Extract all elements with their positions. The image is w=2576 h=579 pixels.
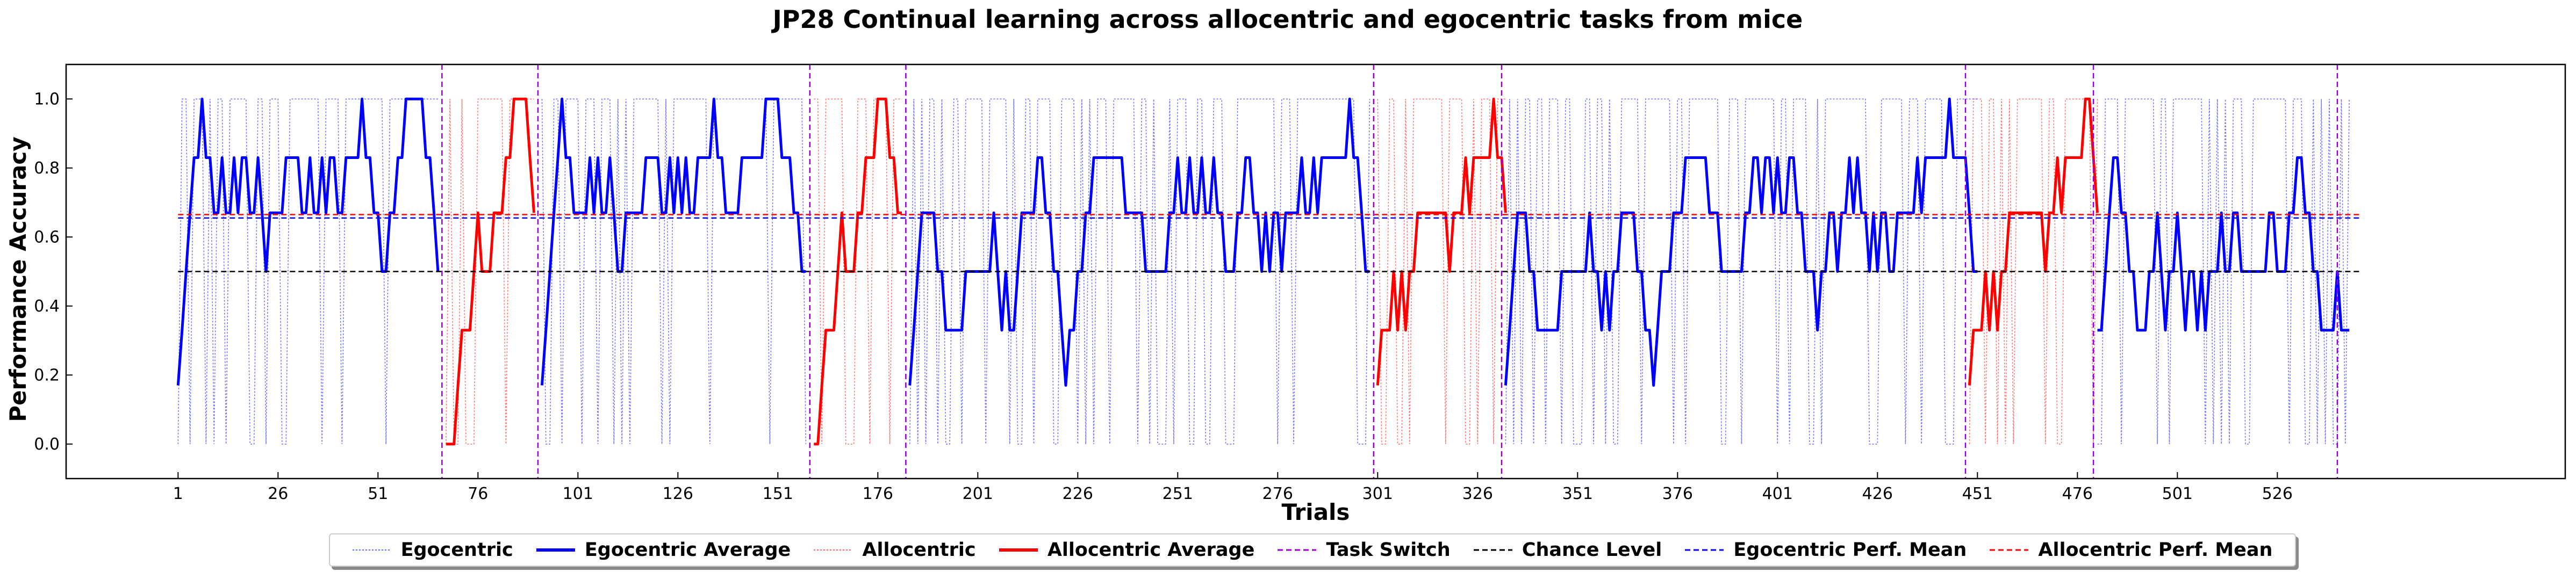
axis-ticks: 1 26 51 76 101 126 151 176 201 226 251 276 301 326 351… (34, 90, 2293, 503)
average-line-3 (814, 97, 902, 446)
legend-label: Egocentric (400, 539, 513, 561)
average-line-0 (176, 97, 440, 386)
legend-label: Egocentric Perf. Mean (1733, 539, 1967, 561)
x-tick-label: 226 (1063, 484, 1093, 503)
legend-label: Allocentric Perf. Mean (2038, 539, 2273, 561)
legend: Egocentric Egocentric Average Allocentri… (329, 533, 2296, 567)
raw-trials-line-2 (541, 98, 807, 445)
x-tick-label: 126 (663, 484, 693, 503)
x-tick-label: 451 (1962, 484, 1993, 503)
legend-swatch-chance-level (1473, 549, 1512, 551)
legend-label: Chance Level (1522, 539, 1662, 561)
legend-label: Allocentric Average (1047, 539, 1255, 561)
x-tick-label: 1 (173, 484, 183, 503)
plot-frame (65, 63, 2566, 480)
x-tick-label: 201 (963, 484, 993, 503)
y-tick-label: 0.0 (34, 435, 60, 454)
average-line-8 (2097, 156, 2350, 332)
x-tick-label: 76 (468, 484, 488, 503)
x-tick-label: 251 (1163, 484, 1193, 503)
legend-item-egocentric: Egocentric (352, 539, 513, 561)
legend-swatch-egocentric (352, 549, 391, 551)
legend-item-allocentric: Allocentric (814, 539, 976, 561)
average-line-5 (1376, 97, 1507, 386)
plot-area (176, 64, 2362, 479)
x-tick-label: 151 (763, 484, 793, 503)
x-tick-label: 401 (1762, 484, 1793, 503)
average-line-2 (540, 97, 806, 386)
legend-item-allocentric-perf-mean: Allocentric Perf. Mean (1990, 539, 2272, 561)
average-line-7 (1968, 97, 2099, 386)
x-tick-label: 26 (268, 484, 288, 503)
x-tick-label: 376 (1662, 484, 1693, 503)
x-tick-label: 351 (1562, 484, 1593, 503)
y-tick-label: 0.8 (34, 159, 60, 178)
x-tick-label: 476 (2062, 484, 2093, 503)
y-tick-label: 0.4 (34, 297, 60, 316)
x-axis-label: Trials (1282, 499, 1350, 525)
legend-label: Task Switch (1326, 539, 1451, 561)
legend-item-chance-level: Chance Level (1473, 539, 1662, 561)
raw-trials-line-0 (177, 98, 438, 445)
legend-swatch-allocentric (814, 549, 853, 551)
legend-item-allocentric-average: Allocentric Average (999, 539, 1255, 561)
x-tick-label: 501 (2162, 484, 2193, 503)
legend-swatch-allocentric-perf-mean (1990, 549, 2029, 551)
raw-trials-line-5 (1377, 98, 1506, 445)
legend-swatch-egocentric-average (536, 548, 575, 552)
y-tick-label: 0.6 (34, 228, 60, 247)
x-tick-label: 301 (1362, 484, 1393, 503)
legend-item-egocentric-perf-mean: Egocentric Perf. Mean (1685, 539, 1967, 561)
chart-title: JP28 Continual learning across allocentr… (771, 5, 1803, 34)
legend-item-egocentric-average: Egocentric Average (536, 539, 791, 561)
raw-trials-line-8 (2097, 98, 2350, 445)
x-tick-label: 326 (1462, 484, 1493, 503)
y-axis-label: Performance Accuracy (5, 136, 31, 422)
x-tick-label: 426 (1862, 484, 1893, 503)
legend-item-task-switch: Task Switch (1278, 539, 1451, 561)
y-tick-label: 0.2 (34, 366, 60, 385)
raw-trials-line-4 (909, 98, 1370, 445)
raw-trials-line-7 (1969, 98, 2098, 445)
x-tick-label: 51 (368, 484, 388, 503)
x-tick-label: 276 (1262, 484, 1293, 503)
x-tick-label: 176 (863, 484, 893, 503)
legend-swatch-task-switch (1278, 549, 1317, 551)
average-line-6 (1504, 97, 1978, 387)
x-tick-label: 526 (2262, 484, 2293, 503)
average-line-4 (908, 97, 1370, 387)
legend-swatch-allocentric-average (999, 548, 1038, 552)
legend-swatch-egocentric-perf-mean (1685, 549, 1724, 551)
legend-label: Egocentric Average (584, 539, 791, 561)
x-tick-label: 101 (563, 484, 593, 503)
legend-label: Allocentric (862, 539, 976, 561)
y-tick-label: 1.0 (34, 90, 60, 108)
